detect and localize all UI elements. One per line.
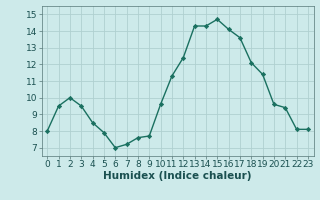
X-axis label: Humidex (Indice chaleur): Humidex (Indice chaleur) [103, 171, 252, 181]
